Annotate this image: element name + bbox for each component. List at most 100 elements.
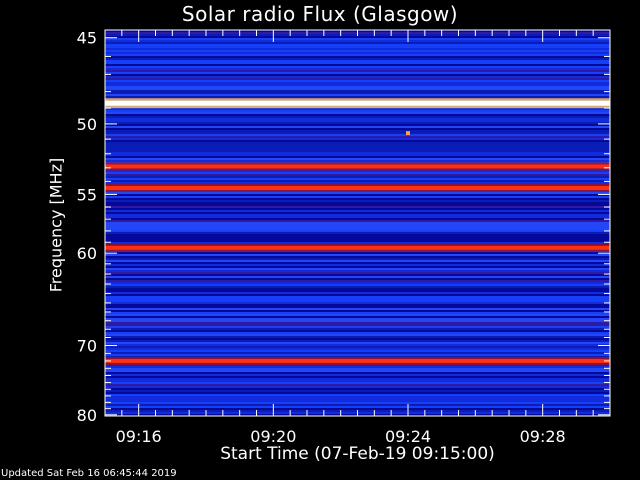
heatmap-row: [105, 182, 610, 184]
heatmap-row: [105, 38, 610, 40]
heatmap-row: [105, 72, 610, 74]
strong-band: [105, 100, 610, 106]
heatmap-row: [105, 210, 610, 212]
heatmap-row: [105, 376, 610, 378]
heatmap-row: [105, 366, 610, 368]
heatmap-row: [105, 232, 610, 234]
heatmap-row: [105, 136, 610, 138]
heatmap-row: [105, 316, 610, 318]
heatmap-row: [105, 258, 610, 260]
heatmap-row: [105, 228, 610, 230]
heatmap-row: [105, 170, 610, 172]
heatmap-row: [105, 46, 610, 48]
heatmap-row: [105, 274, 610, 276]
heatmap-row: [105, 134, 610, 136]
heatmap-row: [105, 406, 610, 408]
heatmap-row: [105, 152, 610, 154]
heatmap-row: [105, 302, 610, 304]
heatmap-row: [105, 192, 610, 194]
heatmap-row: [105, 318, 610, 320]
heatmap-row: [105, 142, 610, 144]
heatmap-row: [105, 352, 610, 354]
heatmap-row: [105, 68, 610, 70]
heatmap-row: [105, 40, 610, 42]
heatmap-row: [105, 242, 610, 244]
heatmap-row: [105, 56, 610, 58]
heatmap-row: [105, 222, 610, 224]
heatmap-row: [105, 36, 610, 38]
y-tick-label: 70: [77, 337, 97, 356]
strong-band: [105, 245, 610, 250]
heatmap-row: [105, 118, 610, 120]
y-tick-label: 50: [77, 115, 97, 134]
updated-timestamp: Updated Sat Feb 16 06:45:44 2019: [1, 468, 177, 479]
heatmap-row: [105, 384, 610, 386]
heatmap-row: [105, 140, 610, 142]
strong-band: [105, 164, 610, 169]
heatmap-row: [105, 148, 610, 150]
heatmap-row: [105, 370, 610, 372]
heatmap-row: [105, 196, 610, 198]
heatmap-row: [105, 292, 610, 294]
heatmap-row: [105, 200, 610, 202]
heatmap-row: [105, 138, 610, 140]
heatmap-row: [105, 214, 610, 216]
heatmap-row: [105, 50, 610, 52]
heatmap-row: [105, 346, 610, 348]
heatmap-row: [105, 52, 610, 54]
heatmap-row: [105, 154, 610, 156]
heatmap-row: [105, 298, 610, 300]
y-axis-label: Frequency [MHz]: [46, 157, 66, 293]
heatmap-row: [105, 270, 610, 272]
heatmap-row: [105, 66, 610, 68]
heatmap-row: [105, 124, 610, 126]
heatmap-row: [105, 230, 610, 232]
heatmap-row: [105, 402, 610, 404]
heatmap-row: [105, 226, 610, 228]
heatmap-row: [105, 198, 610, 200]
heatmap-row: [105, 116, 610, 118]
heatmap-row: [105, 336, 610, 338]
heatmap-row: [105, 78, 610, 80]
heatmap-row: [105, 178, 610, 180]
heatmap-row: [105, 348, 610, 350]
heatmap-row: [105, 326, 610, 328]
heatmap-row: [105, 224, 610, 226]
heatmap-row: [105, 280, 610, 282]
heatmap-row: [105, 404, 610, 406]
heatmap-row: [105, 234, 610, 236]
heatmap-row: [105, 62, 610, 64]
heatmap-row: [105, 110, 610, 112]
heatmap-row: [105, 338, 610, 340]
heatmap-row: [105, 96, 610, 98]
heatmap-row: [105, 208, 610, 210]
x-tick-label: 09:16: [116, 427, 162, 446]
heatmap-row: [105, 284, 610, 286]
heatmap-row: [105, 130, 610, 132]
heatmap-row: [105, 204, 610, 206]
heatmap-row: [105, 268, 610, 270]
heatmap-row: [105, 180, 610, 182]
heatmap-row: [105, 144, 610, 146]
heatmap-row: [105, 150, 610, 152]
heatmap-row: [105, 240, 610, 242]
heatmap-row: [105, 254, 610, 256]
heatmap-row: [105, 174, 610, 176]
y-tick-label: 45: [77, 29, 97, 48]
heatmap-row: [105, 238, 610, 240]
heatmap-row: [105, 340, 610, 342]
heatmap-row: [105, 334, 610, 336]
heatmap-row: [105, 132, 610, 134]
heatmap-row: [105, 354, 610, 356]
heatmap-row: [105, 388, 610, 390]
heatmap-row: [105, 310, 610, 312]
heatmap-row: [105, 44, 610, 46]
heatmap-row: [105, 342, 610, 344]
heatmap-row: [105, 306, 610, 308]
heatmap-row: [105, 300, 610, 302]
heatmap-row: [105, 364, 610, 366]
heatmap-row: [105, 322, 610, 324]
heatmap-row: [105, 282, 610, 284]
strong-band: [105, 185, 610, 190]
